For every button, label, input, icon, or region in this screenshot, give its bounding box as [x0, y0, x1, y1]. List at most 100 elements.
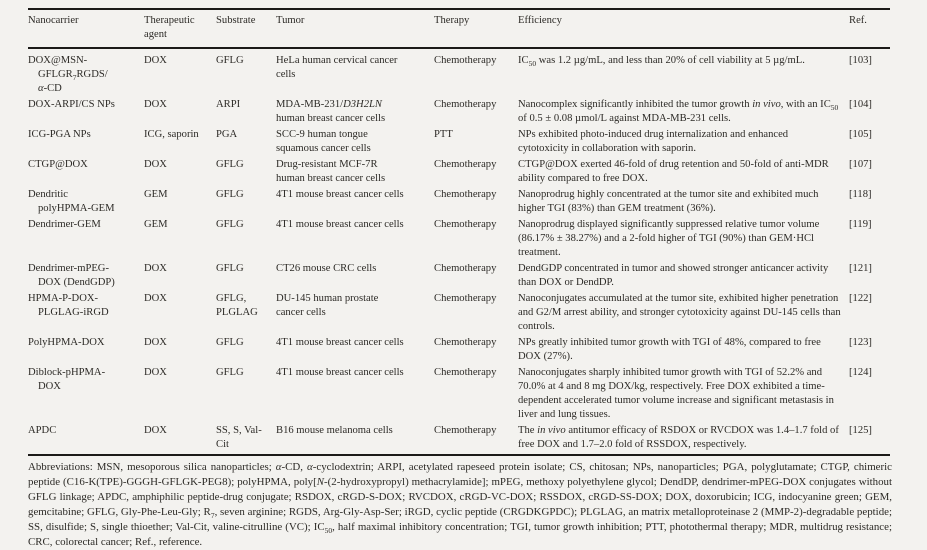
cell-substrate: GFLG	[216, 366, 244, 378]
cell-efficiency: Nanoconjugates sharply inhibited tumor g…	[518, 366, 834, 421]
cell-nanocarrier: PolyHPMA-DOX	[28, 336, 105, 348]
cell-ref: [104]	[849, 99, 872, 111]
table-row: PolyHPMA-DOX DOX GFLG 4T1 mouse breast canc…	[28, 336, 890, 366]
column-header-nanocarrier: Nanocarrier	[28, 9, 144, 49]
cell-substrate: GFLG, PLGLAG	[216, 292, 258, 318]
cell-ref: [122]	[849, 292, 872, 304]
cell-therapy: Chemotherapy	[434, 425, 497, 437]
abbreviations-footnote: Abbreviations: MSN, mesoporous silica na…	[28, 460, 893, 548]
cell-substrate: GFLG	[216, 55, 244, 66]
cell-therapy: Chemotherapy	[434, 218, 497, 230]
cell-substrate: GFLG	[216, 218, 244, 230]
cell-tumor: SCC-9 human tongue squamous cancer cells	[276, 129, 371, 155]
cell-efficiency: DendGDP concentrated in tumor and showed…	[518, 262, 829, 289]
cell-agent: DOX	[144, 336, 167, 348]
cell-ref: [124]	[849, 366, 872, 378]
cell-nanocarrier: Dendrimer-GEM	[28, 218, 101, 230]
cell-therapy: Chemotherapy	[434, 188, 497, 200]
cell-therapy: Chemotherapy	[434, 158, 497, 170]
cell-efficiency: Nanoprodrug highly concentrated at the t…	[518, 188, 819, 215]
cell-efficiency: NPs exhibited photo-induced drug interna…	[518, 129, 789, 155]
cell-nanocarrier: ICG-PGA NPs	[28, 129, 91, 141]
cell-agent: DOX	[144, 99, 167, 111]
cell-efficiency: CTGP@DOX exerted 46-fold of drug retenti…	[518, 158, 829, 185]
column-header-agent: Therapeutic agent	[144, 9, 216, 49]
cell-tumor: DU-145 human prostate cancer cells	[276, 292, 379, 318]
cell-nanocarrier: Diblock-pHPMA- DOX	[28, 366, 106, 392]
cell-nanocarrier: HPMA-P-DOX- PLGLAG-iRGD	[28, 292, 109, 318]
cell-agent: GEM	[144, 218, 168, 230]
cell-ref: [103]	[849, 55, 872, 66]
cell-substrate: GFLG	[216, 188, 244, 200]
cell-tumor: 4T1 mouse breast cancer cells	[276, 188, 404, 200]
cell-therapy: Chemotherapy	[434, 336, 497, 348]
cell-tumor: B16 mouse melanoma cells	[276, 425, 393, 437]
cell-substrate: GFLG	[216, 158, 244, 170]
cell-nanocarrier: APDC	[28, 425, 57, 437]
table-row: Dendrimer-GEM GEM GFLG 4T1 mouse breast can…	[28, 218, 890, 262]
cell-therapy: PTT	[434, 129, 453, 141]
cell-agent: DOX	[144, 158, 167, 170]
cell-agent: DOX	[144, 366, 167, 378]
cell-nanocarrier: Dendrimer-mPEG- DOX (DendGDP)	[28, 262, 115, 289]
cell-efficiency: The in vivo antitumor efficacy of RSDOX …	[518, 425, 839, 451]
table-row: HPMA-P-DOX- PLGLAG-iRGD DOX GFLG, PLGLAG DU-1…	[28, 292, 890, 336]
cell-therapy: Chemotherapy	[434, 55, 497, 66]
table-row: CTGP@DOX DOX GFLG Drug-resistant MCF-7R huma…	[28, 158, 890, 188]
table-row: APDC DOX SS, S, Val- Cit B16 mouse melanoma …	[28, 424, 890, 455]
cell-tumor: 4T1 mouse breast cancer cells	[276, 218, 404, 230]
table-row: Dendritic polyHPMA-GEM GEM GFLG 4T1 mouse br…	[28, 188, 890, 218]
table-row: Diblock-pHPMA- DOX DOX GFLG 4T1 mouse breast…	[28, 366, 890, 424]
cell-agent: ICG, saporin	[144, 129, 199, 141]
cell-substrate: GFLG	[216, 336, 244, 348]
cell-therapy: Chemotherapy	[434, 292, 497, 304]
column-header-ref: Ref.	[849, 9, 890, 49]
cell-ref: [121]	[849, 262, 872, 274]
cell-nanocarrier: Dendritic polyHPMA-GEM	[28, 188, 115, 215]
cell-efficiency: Nanoconjugates accumulated at the tumor …	[518, 292, 841, 333]
header-row: Nanocarrier Therapeutic agent Substrate Tum…	[28, 9, 890, 49]
cell-agent: DOX	[144, 425, 167, 437]
cell-tumor: MDA-MB-231/D3H2LN human breast cancer cel…	[276, 99, 386, 125]
table-row: DOX@MSN- GFLGR7RGDS/α-CD DOX GFLG HeLa human…	[28, 48, 890, 98]
cell-substrate: GFLG	[216, 262, 244, 274]
cell-substrate: PGA	[216, 129, 238, 141]
cell-tumor: HeLa human cervical cancer cells	[276, 55, 398, 81]
column-header-efficiency: Efficiency	[518, 9, 849, 49]
cell-substrate: ARPI	[216, 99, 241, 111]
cell-nanocarrier: DOX-ARPI/CS NPs	[28, 99, 115, 111]
cell-efficiency: Nanocomplex significantly inhibited the …	[518, 99, 839, 125]
cell-efficiency: IC50 was 1.2 µg/mL, and less than 20% of…	[518, 55, 805, 69]
cell-tumor: CT26 mouse CRC cells	[276, 262, 377, 274]
table-row: Dendrimer-mPEG- DOX (DendGDP) DOX GFLG CT26 …	[28, 262, 890, 292]
cell-therapy: Chemotherapy	[434, 366, 497, 378]
nanocarrier-table: Nanocarrier Therapeutic agent Substrate Tum…	[28, 8, 890, 456]
cell-tumor: 4T1 mouse breast cancer cells	[276, 366, 404, 378]
cell-therapy: Chemotherapy	[434, 99, 497, 111]
table-row: DOX-ARPI/CS NPs DOX ARPI MDA-MB-231/D3H2LN h…	[28, 98, 890, 128]
cell-ref: [107]	[849, 158, 872, 170]
cell-ref: [119]	[849, 218, 872, 230]
cell-agent: GEM	[144, 188, 168, 200]
cell-efficiency: NPs greatly inhibited tumor growth with …	[518, 336, 821, 363]
column-header-tumor: Tumor	[276, 9, 434, 49]
column-header-substrate: Substrate	[216, 9, 276, 49]
column-header-therapy: Therapy	[434, 9, 518, 49]
cell-agent: DOX	[144, 55, 167, 66]
cell-efficiency: Nanoprodrug displayed significantly supp…	[518, 218, 820, 259]
table-row: ICG-PGA NPs ICG, saporin PGA SCC-9 human to…	[28, 128, 890, 158]
cell-therapy: Chemotherapy	[434, 262, 497, 274]
cell-tumor: Drug-resistant MCF-7R human breast cancer…	[276, 158, 386, 185]
cell-nanocarrier: CTGP@DOX	[28, 158, 88, 170]
cell-ref: [123]	[849, 336, 872, 348]
cell-agent: DOX	[144, 262, 167, 274]
cell-ref: [105]	[849, 129, 872, 141]
table-body: DOX@MSN- GFLGR7RGDS/α-CD DOX GFLG HeLa human…	[28, 48, 890, 455]
cell-ref: [118]	[849, 188, 872, 200]
cell-tumor: 4T1 mouse breast cancer cells	[276, 336, 404, 348]
cell-substrate: SS, S, Val- Cit	[216, 425, 262, 451]
cell-nanocarrier: DOX@MSN- GFLGR7RGDS/α-CD	[28, 55, 108, 95]
cell-ref: [125]	[849, 425, 872, 437]
cell-agent: DOX	[144, 292, 167, 304]
